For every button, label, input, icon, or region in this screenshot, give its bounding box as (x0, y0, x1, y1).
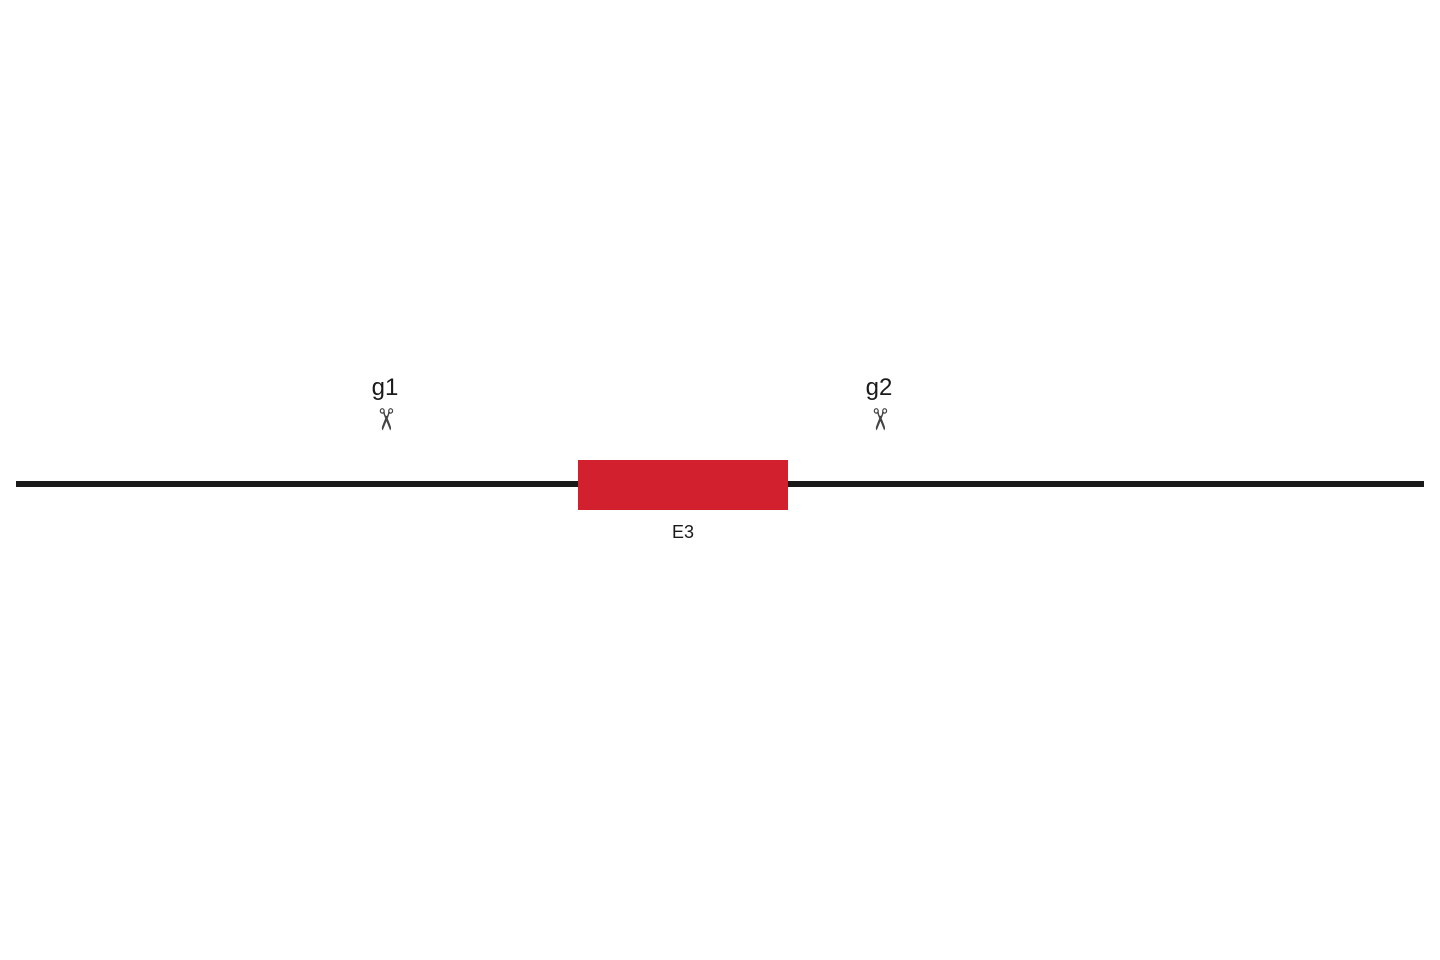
cut-label-g2: g2 (866, 374, 893, 402)
cut-label-g1: g1 (372, 374, 399, 402)
exon-box (578, 460, 788, 510)
scissors-icon: ✂ (368, 407, 403, 432)
scissors-icon: ✂ (862, 407, 897, 432)
exon-label: E3 (672, 522, 694, 543)
gene-diagram: E3 g1 ✂ g2 ✂ (0, 0, 1440, 960)
